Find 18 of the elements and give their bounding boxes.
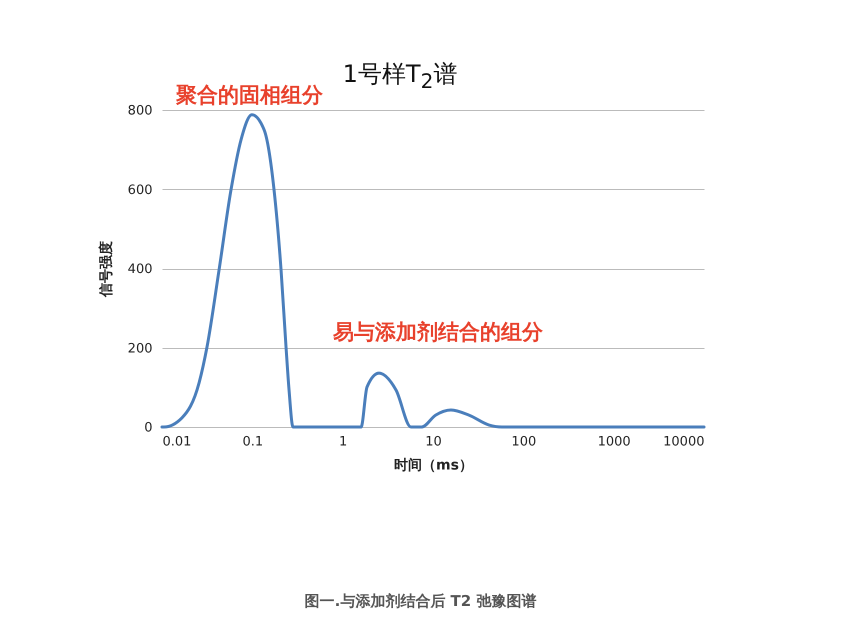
y-tick-label: 600 (128, 182, 152, 198)
x-tick-label: 10 (425, 434, 442, 450)
y-axis-title: 信号强度 (98, 241, 115, 298)
y-tick-label: 400 (128, 262, 152, 277)
x-axis-title: 时间（ms） (394, 458, 473, 474)
y-tick-label: 200 (128, 341, 152, 356)
x-tick-label: 1000 (598, 434, 631, 450)
chart-title: 1号样T$_{2}$谱 (342, 60, 458, 93)
annotation: 易与添加剂结合的组分 (333, 319, 543, 346)
x-tick-label: 1 (339, 434, 348, 450)
x-tick-label: 100 (511, 434, 536, 450)
x-tick-label: 0.1 (242, 434, 264, 450)
text: 聚合的固相组分 (176, 82, 323, 109)
x-tick-label: 10000 (663, 434, 704, 450)
y-tick-label: 0 (144, 420, 152, 436)
x-tick-label: 0.01 (162, 434, 192, 450)
text: 图一.与添加剂结合后 T2 弛豫图谱 (304, 592, 538, 611)
y-tick-label: 800 (128, 104, 152, 118)
